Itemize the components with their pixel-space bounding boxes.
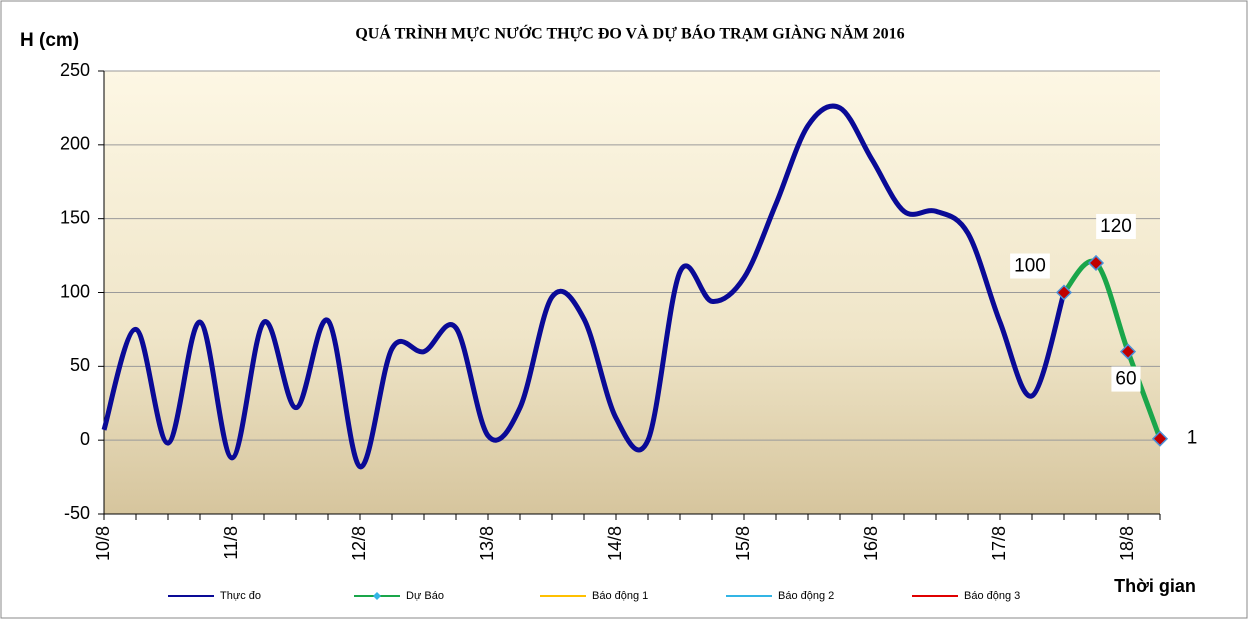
marker	[1119, 343, 1137, 360]
x-tick-label: 18/8	[1117, 526, 1137, 561]
x-tick-label: 17/8	[989, 526, 1009, 561]
x-axis-label: Thời gian	[1114, 576, 1196, 596]
x-tick-label: 11/8	[221, 526, 241, 560]
x-tick-label: 14/8	[605, 526, 625, 561]
y-tick-label: 100	[60, 281, 90, 301]
y-tick-label: 200	[60, 134, 90, 154]
legend-label: Báo động 3	[964, 590, 1020, 602]
data-label-bg	[1096, 213, 1136, 239]
data-label: 120	[1100, 216, 1132, 237]
legend-label: Báo động 1	[592, 590, 648, 602]
data-label: 60	[1115, 369, 1136, 390]
marker	[1087, 254, 1105, 272]
legend-label: Báo động 2	[778, 590, 834, 602]
y-tick-label: 50	[70, 355, 90, 375]
y-axis-label: H (cm)	[20, 30, 79, 51]
marker	[1055, 284, 1073, 301]
x-tick-label: 12/8	[349, 526, 369, 561]
data-label: 1	[1187, 428, 1198, 449]
series-line	[101, 103, 1067, 470]
y-tick-label: -50	[64, 503, 90, 523]
x-tick-label: 10/8	[93, 526, 113, 561]
data-label-bg	[1182, 425, 1202, 451]
series-line	[1062, 258, 1163, 440]
x-tick-label: 15/8	[733, 526, 753, 561]
legend-label: Dự Báo	[406, 590, 444, 602]
data-label-bg	[1111, 366, 1141, 392]
legend-label: Thực đo	[220, 590, 261, 602]
y-tick-label: 150	[60, 207, 90, 227]
chart-title: QUÁ TRÌNH MỰC NƯỚC THỰC ĐO VÀ DỰ BÁO TRẠ…	[355, 24, 904, 43]
marker	[1151, 430, 1169, 447]
y-tick-label: 250	[60, 60, 90, 80]
data-label-bg	[1010, 253, 1050, 279]
y-tick-label: 0	[80, 429, 90, 449]
x-tick-label: 16/8	[861, 526, 881, 561]
legend-marker	[373, 592, 381, 600]
data-label: 100	[1014, 256, 1046, 277]
x-tick-label: 13/8	[477, 526, 497, 561]
